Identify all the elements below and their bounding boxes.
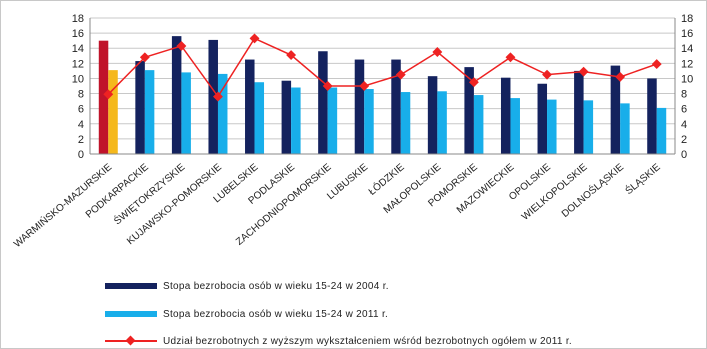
bar-2004 — [208, 39, 218, 154]
y-tick-right: 6 — [681, 104, 687, 116]
x-tick-label: LUBUSKIE — [325, 162, 370, 202]
bar-2004 — [318, 51, 328, 154]
y-tick-left: 8 — [78, 89, 84, 101]
bar-2011 — [583, 100, 594, 154]
y-tick-left: 6 — [78, 104, 84, 116]
bar-2011 — [181, 72, 191, 154]
x-tick-label: WIELKOPOLSKIE — [520, 162, 590, 223]
line-point — [542, 69, 552, 80]
bar-2004 — [391, 59, 401, 154]
bars — [98, 36, 667, 155]
x-tick-label: DOLNOŚLĄSKIE — [559, 160, 627, 220]
line-point — [213, 91, 223, 102]
bar-2011 — [364, 89, 374, 154]
x-tick-label: PODKARPACKIE — [84, 162, 151, 221]
bar-2004 — [427, 76, 438, 154]
line-point — [615, 71, 626, 82]
bar-2004 — [135, 61, 145, 154]
y-tick-right: 4 — [681, 119, 687, 131]
bar-2011 — [327, 87, 338, 154]
y-tick-right: 8 — [681, 89, 687, 101]
bar-2011 — [291, 87, 301, 154]
line-point — [249, 33, 260, 44]
bar-2011 — [656, 107, 667, 154]
bar-2004 — [574, 70, 584, 154]
y-tick-right: 14 — [681, 43, 693, 55]
bar-2004 — [245, 59, 255, 154]
bar-2004 — [171, 36, 182, 155]
line-point — [176, 41, 187, 51]
bar-2011 — [437, 91, 447, 154]
y-tick-left: 12 — [72, 58, 84, 70]
y-tick-left: 16 — [72, 28, 84, 40]
y-tick-left: 2 — [78, 134, 84, 146]
bar-2011 — [254, 82, 265, 154]
line-point — [578, 66, 589, 77]
y-tick-right: 2 — [681, 134, 687, 146]
bar-2011 — [144, 70, 155, 154]
y-tick-right: 0 — [681, 149, 687, 161]
bar-2011 — [108, 70, 118, 154]
y-tick-left: 4 — [78, 119, 84, 131]
x-tick-label: ŚLĄSKIE — [622, 160, 663, 197]
bar-2004 — [464, 67, 474, 154]
y-tick-left: 10 — [72, 73, 84, 85]
bar-2011 — [547, 99, 557, 154]
y-tick-left: 14 — [72, 43, 84, 55]
y-tick-left: 0 — [78, 149, 84, 161]
line-series-path — [107, 37, 657, 98]
bar-2011 — [620, 103, 630, 154]
bar-2004 — [647, 78, 657, 154]
bar-2011 — [510, 98, 520, 154]
bar-2004 — [98, 40, 109, 154]
bar-2011 — [473, 95, 484, 154]
bar-2004 — [354, 59, 365, 154]
bar-2004 — [610, 65, 621, 154]
y-tick-right: 16 — [681, 28, 693, 40]
bar-2011 — [400, 92, 411, 154]
bar-2004 — [500, 77, 511, 154]
y-tick-right: 10 — [681, 73, 693, 85]
y-tick-left: 18 — [72, 13, 84, 25]
y-tick-right: 18 — [681, 13, 693, 25]
y-tick-right: 12 — [681, 58, 693, 70]
line-point — [651, 59, 662, 70]
bar-2004 — [537, 83, 548, 154]
line-point — [139, 52, 150, 63]
line-point — [103, 89, 114, 100]
line-point — [505, 52, 516, 63]
bar-2011 — [217, 73, 228, 154]
line-series — [103, 33, 662, 102]
bar-2004 — [281, 80, 292, 154]
